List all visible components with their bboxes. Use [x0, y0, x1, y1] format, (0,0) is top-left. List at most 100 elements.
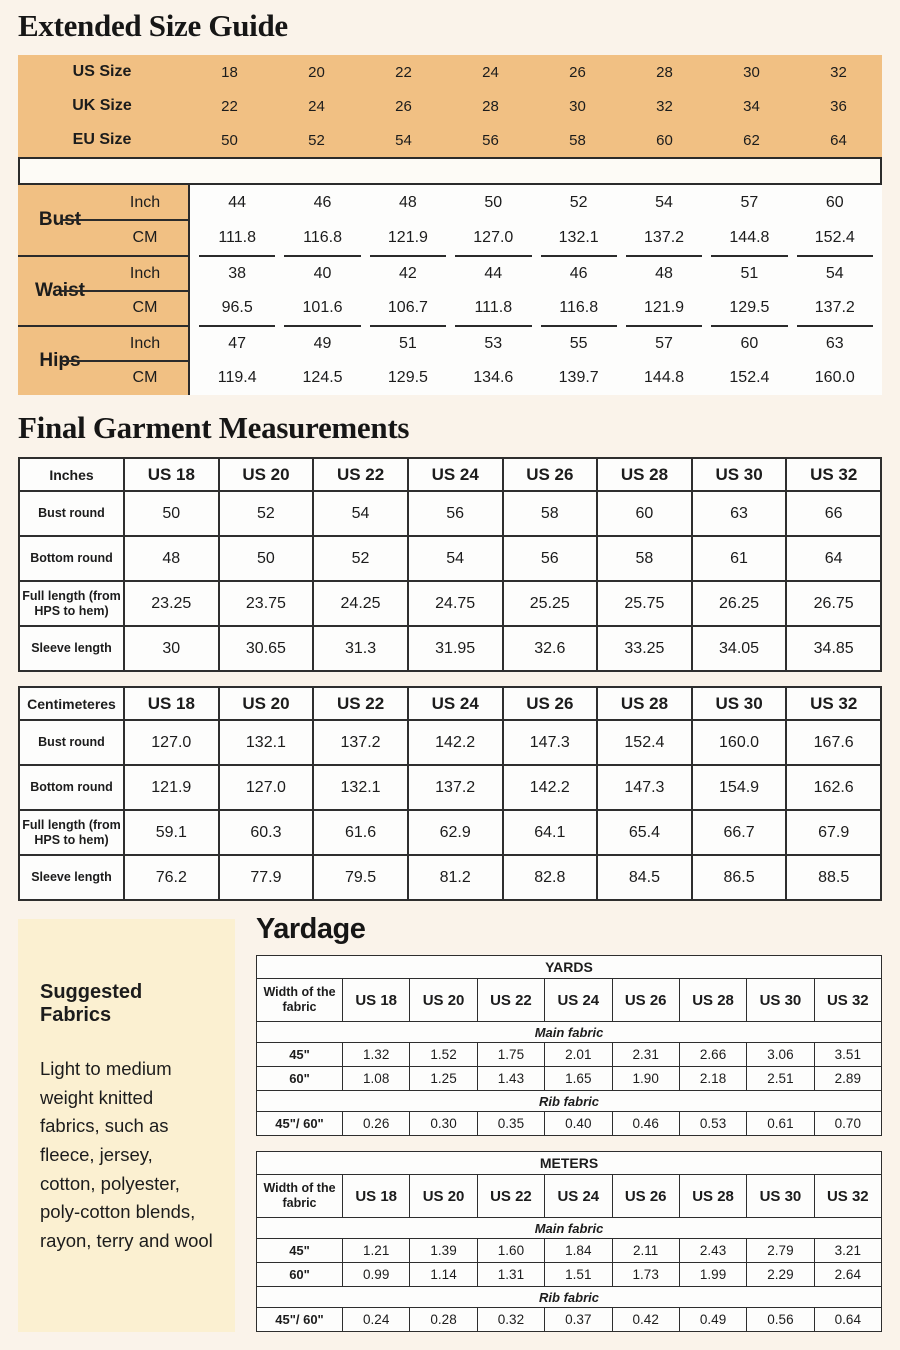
garment-value-cell: 142.2	[501, 764, 599, 811]
garment-measurement-row: Bust round 50 52 54 56 58 60 63 66	[18, 490, 882, 537]
yardage-value-cell: 1.21	[341, 1238, 411, 1263]
garment-value-cell: 64	[785, 535, 882, 582]
measurement-value-cell: 54	[796, 255, 873, 290]
garment-value-cell: 81.2	[406, 854, 504, 901]
garment-value-cell: 152.4	[596, 719, 693, 766]
unit-label-cm: CM	[132, 228, 158, 246]
measurement-value-cell: 152.4	[814, 228, 855, 246]
size-value-cell: 58	[569, 131, 586, 149]
fabric-width-label: 45"	[256, 1042, 343, 1067]
size-column-header: US 26	[501, 457, 599, 492]
size-column-header: US 30	[746, 978, 815, 1022]
size-column-header: US 22	[476, 1174, 546, 1218]
yardage-value-cell: 0.26	[341, 1111, 411, 1136]
yardage-value-cell: 3.21	[813, 1238, 883, 1263]
yardage-data-row: 45" 1.32 1.52 1.75 2.01 2.31 2.66 3.06 3.51	[256, 1042, 883, 1067]
fabric-section-row: Rib fabric	[256, 1090, 882, 1112]
fabric-section-label: Main fabric	[256, 1021, 882, 1043]
size-value-cell: 28	[656, 63, 673, 81]
garment-value-cell: 61	[690, 535, 788, 582]
garment-value-cell: 82.8	[501, 854, 599, 901]
unit-label-inch: Inch	[129, 193, 161, 211]
measurement-value-cell: 51	[369, 325, 447, 360]
garment-value-cell: 59.1	[123, 809, 220, 856]
size-column-header: US 24	[406, 457, 504, 492]
body-measurements-table: Bust Inch CM Waist Inch CM Hips Inch CM 44 46 48 50…	[18, 185, 882, 395]
measurement-value-cell: 38	[199, 255, 276, 290]
yardage-value-cell: 2.89	[813, 1066, 883, 1091]
garment-header-row: Inches US 18 US 20 US 22 US 24 US 26 US 28 US 3…	[18, 457, 882, 492]
size-value-cell: 22	[221, 97, 238, 115]
yardage-value-cell: 1.90	[611, 1066, 680, 1091]
yardage-value-cell: 0.35	[476, 1111, 546, 1136]
yardage-value-cell: 1.75	[476, 1042, 546, 1067]
unit-divider-line	[60, 290, 188, 292]
fabric-section-row: Rib fabric	[256, 1286, 882, 1308]
size-conversion-row: US Size 18 20 22 24 26 28 30 32	[18, 55, 882, 89]
fabric-width-header: Width of the fabric	[256, 978, 343, 1022]
measurement-value-cell: 48	[625, 255, 703, 290]
size-value-cell: 60	[656, 131, 673, 149]
yardage-value-cell: 2.01	[544, 1042, 613, 1067]
yardage-value-cell: 2.51	[746, 1066, 815, 1091]
garment-value-cell: 33.25	[596, 625, 693, 672]
yardage-value-cell: 0.64	[813, 1307, 883, 1332]
measurement-value-cell: 50	[484, 193, 503, 211]
garment-value-cell: 24.75	[406, 580, 504, 627]
yardage-data-row: 45"/ 60" 0.24 0.28 0.32 0.37 0.42 0.49 0.56 0.64	[256, 1307, 883, 1332]
measurement-value-cell: 111.8	[218, 228, 257, 246]
size-system-label: EU Size	[72, 131, 132, 148]
garment-value-cell: 62.9	[406, 809, 504, 856]
measurement-value-cell: 116.8	[303, 228, 342, 246]
measurement-value-cell: 121.9	[644, 298, 685, 316]
yardage-section: Suggested Fabrics Light to medium weight…	[18, 913, 883, 1332]
measurement-value-cell: 144.8	[729, 228, 770, 246]
body-measurements-values: 44 46 48 50 52 54 57 60 111.8 116.8 121.9 127.0 132.…	[190, 185, 882, 395]
unit-label-inch: Inch	[129, 265, 161, 282]
garment-value-cell: 63	[690, 490, 788, 537]
size-column-header: US 28	[596, 457, 693, 492]
size-column-header: US 24	[544, 1174, 613, 1218]
yardage-value-cell: 0.37	[544, 1307, 613, 1332]
garment-measurement-row: Full length (from HPS to hem) 59.1 60.3 61.…	[18, 809, 882, 856]
measurement-row-label: Bust round	[18, 719, 125, 766]
measurement-group: Waist Inch CM	[18, 255, 188, 325]
measurement-cm-row: 96.5 101.6 106.7 111.8 116.8 121.9 129.5 137.2	[199, 290, 873, 325]
yardage-value-cell: 0.32	[476, 1307, 546, 1332]
yardage-tables-column: Yardage YARDS Width of the fabric US 18 US …	[256, 913, 883, 1332]
garment-value-cell: 137.2	[312, 719, 409, 766]
yardage-value-cell: 3.06	[746, 1042, 815, 1067]
measurement-name: Waist	[35, 280, 85, 301]
measurement-value-cell: 101.6	[302, 298, 343, 316]
size-column-header: US 32	[785, 457, 882, 492]
measurement-group: Hips Inch CM	[18, 325, 188, 395]
unit-label-cm: CM	[132, 369, 158, 386]
garment-value-cell: 86.5	[690, 854, 788, 901]
yardage-value-cell: 1.14	[409, 1262, 478, 1287]
garment-value-cell: 56	[501, 535, 599, 582]
yardage-data-row: 45" 1.21 1.39 1.60 1.84 2.11 2.43 2.79 3.21	[256, 1238, 883, 1263]
yardage-value-cell: 0.99	[341, 1262, 411, 1287]
garment-value-cell: 64.1	[501, 809, 599, 856]
garment-value-cell: 52	[217, 490, 315, 537]
garment-value-cell: 147.3	[596, 764, 693, 811]
garment-value-cell: 65.4	[596, 809, 693, 856]
size-value-cell: 34	[743, 97, 760, 115]
measurement-value-cell: 46	[540, 255, 617, 290]
yardage-meters-table: METERS Width of the fabric US 18 US 20 US 22…	[256, 1151, 883, 1332]
fabric-section-label: Rib fabric	[256, 1286, 882, 1308]
measurement-value-cell: 144.8	[644, 368, 685, 386]
unit-label-cm: CM	[132, 299, 158, 316]
yardage-value-cell: 0.28	[409, 1307, 478, 1332]
fabric-section-label: Main fabric	[256, 1217, 882, 1239]
garment-value-cell: 58	[501, 490, 599, 537]
yardage-yards-table: YARDS Width of the fabric US 18 US 20 US 22 U…	[256, 955, 883, 1136]
yardage-table-title: YARDS	[256, 955, 882, 979]
garment-value-cell: 58	[596, 535, 693, 582]
yardage-value-cell: 1.60	[476, 1238, 546, 1263]
unit-divider-line	[60, 360, 188, 362]
yardage-value-cell: 2.43	[678, 1238, 748, 1263]
garment-value-cell: 25.75	[596, 580, 693, 627]
measurement-row-label: Sleeve length	[18, 625, 125, 672]
